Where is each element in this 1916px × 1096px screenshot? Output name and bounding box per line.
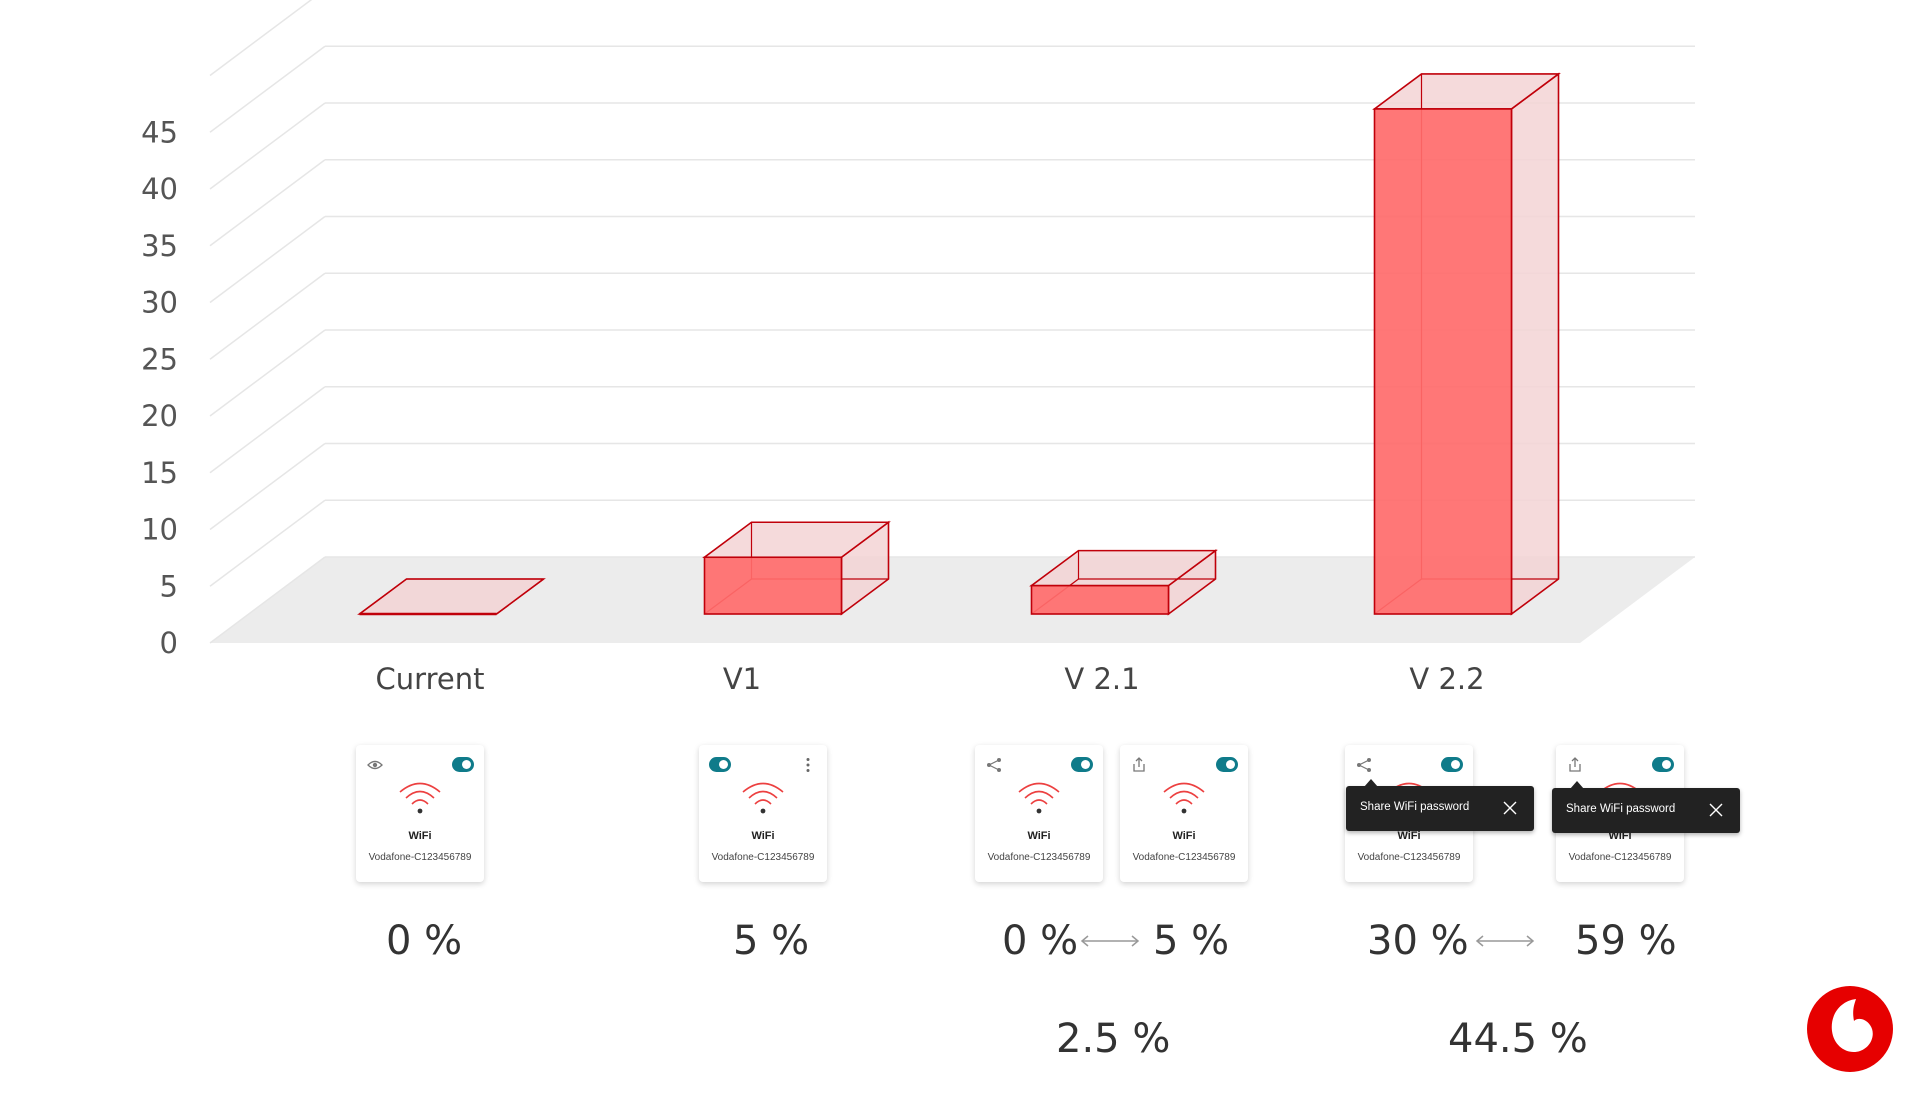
wifi-icon: [1161, 777, 1207, 817]
wifi-toggle[interactable]: [1216, 757, 1238, 772]
tooltip-tail: [1364, 779, 1378, 787]
wifi-toggle[interactable]: [709, 757, 731, 772]
range-arrow-icon: [1080, 935, 1140, 947]
wifi-toggle[interactable]: [1071, 757, 1093, 772]
wifi-toggle[interactable]: [1441, 757, 1463, 772]
card-network: Vodafone-C123456789: [987, 852, 1091, 863]
y-tick-label: 35: [141, 229, 178, 263]
card-title: WiFi: [1397, 830, 1421, 842]
card-network: Vodafone-C123456789: [368, 852, 472, 863]
share-icon[interactable]: [1355, 756, 1373, 774]
card-title: WiFi: [751, 830, 775, 842]
gridline-side: [209, 45, 326, 133]
gridline-side: [209, 499, 326, 587]
close-icon[interactable]: [1502, 800, 1518, 816]
y-tick-label: 25: [141, 342, 178, 376]
gridline-side: [209, 102, 326, 190]
card-title: WiFi: [1027, 830, 1051, 842]
gridline-side: [209, 442, 326, 531]
tooltip-text: Share WiFi password: [1360, 801, 1470, 813]
x-category-label: V 2.1: [1064, 662, 1139, 696]
vodafone-logo: [1807, 986, 1893, 1072]
chart-floor: [210, 557, 1695, 643]
card-network: Vodafone-C123456789: [1357, 852, 1461, 863]
share-tooltip: Share WiFi password: [1552, 781, 1740, 833]
wifi-toggle[interactable]: [1652, 757, 1674, 772]
upload-icon[interactable]: [1566, 756, 1584, 774]
y-tick-label: 30: [141, 286, 178, 320]
close-icon[interactable]: [1708, 802, 1724, 818]
wifi-icon: [1016, 777, 1062, 817]
wifi-card-current: WiFi Vodafone-C123456789: [356, 745, 484, 882]
upload-icon[interactable]: [1130, 756, 1148, 774]
y-tick-label: 0: [160, 626, 178, 660]
card-network: Vodafone-C123456789: [1132, 852, 1236, 863]
pct-v22-high: 59 %: [1575, 918, 1677, 964]
x-category-label: V 2.2: [1409, 662, 1484, 696]
pct-v21-average: 2.5 %: [1056, 1016, 1171, 1062]
pct-v21-low: 0 %: [1002, 918, 1079, 964]
y-tick-label: 15: [141, 456, 178, 490]
pct-current: 0 %: [386, 918, 463, 964]
bar: [1372, 72, 1561, 616]
card-network: Vodafone-C123456789: [1568, 852, 1672, 863]
pct-v22-average: 44.5 %: [1448, 1016, 1588, 1062]
pct-v22-low: 30 %: [1367, 918, 1469, 964]
wifi-toggle[interactable]: [452, 757, 474, 772]
y-tick-label: 40: [141, 172, 178, 206]
tooltip-tail: [1570, 781, 1584, 789]
card-title: WiFi: [1172, 830, 1196, 842]
gridline-side: [209, 556, 326, 644]
gridline-side: [209, 215, 326, 304]
y-tick-label: 20: [141, 399, 178, 433]
eye-icon[interactable]: [366, 756, 384, 774]
x-axis-labels: Current V1 V 2.1 V 2.2: [376, 662, 1485, 696]
y-tick-label: 5: [160, 569, 178, 603]
wifi-card-v21-a: WiFi Vodafone-C123456789: [975, 745, 1103, 882]
tooltip-text: Share WiFi password: [1566, 803, 1676, 815]
chart-bars: [357, 72, 1561, 616]
more-vert-icon[interactable]: [799, 756, 817, 774]
bar: [702, 520, 891, 616]
card-network: Vodafone-C123456789: [711, 852, 815, 863]
y-tick-label: 10: [141, 513, 178, 547]
y-axis-ticks: 0 5 10 15 20 25 30 35 40 45: [141, 115, 178, 660]
y-tick-label: 45: [141, 115, 178, 149]
gridline-side: [209, 329, 326, 417]
bar: [357, 578, 546, 616]
bar-chart: 0 5 10 15 20 25 30 35 40 45 Current V1 V 2.1 V 2.2: [141, 0, 1695, 696]
wifi-icon: [740, 777, 786, 817]
pct-v1: 5 %: [733, 918, 810, 964]
wifi-card-v1: WiFi Vodafone-C123456789: [699, 745, 827, 882]
bar: [1029, 549, 1218, 616]
range-arrow-icon: [1475, 935, 1535, 947]
gridline-side: [209, 386, 326, 474]
pct-v21-high: 5 %: [1153, 918, 1230, 964]
share-icon[interactable]: [985, 756, 1003, 774]
gridline-side: [209, 159, 326, 247]
card-title: WiFi: [408, 830, 432, 842]
share-tooltip: Share WiFi password: [1346, 779, 1534, 831]
wifi-icon: [397, 777, 443, 817]
gridline-side: [209, 272, 326, 360]
card-title: WiFi: [1608, 830, 1632, 842]
x-category-label: Current: [376, 662, 485, 696]
x-category-label: V1: [723, 662, 761, 696]
wifi-card-v21-b: WiFi Vodafone-C123456789: [1120, 745, 1248, 882]
gridline-side: [209, 0, 313, 77]
